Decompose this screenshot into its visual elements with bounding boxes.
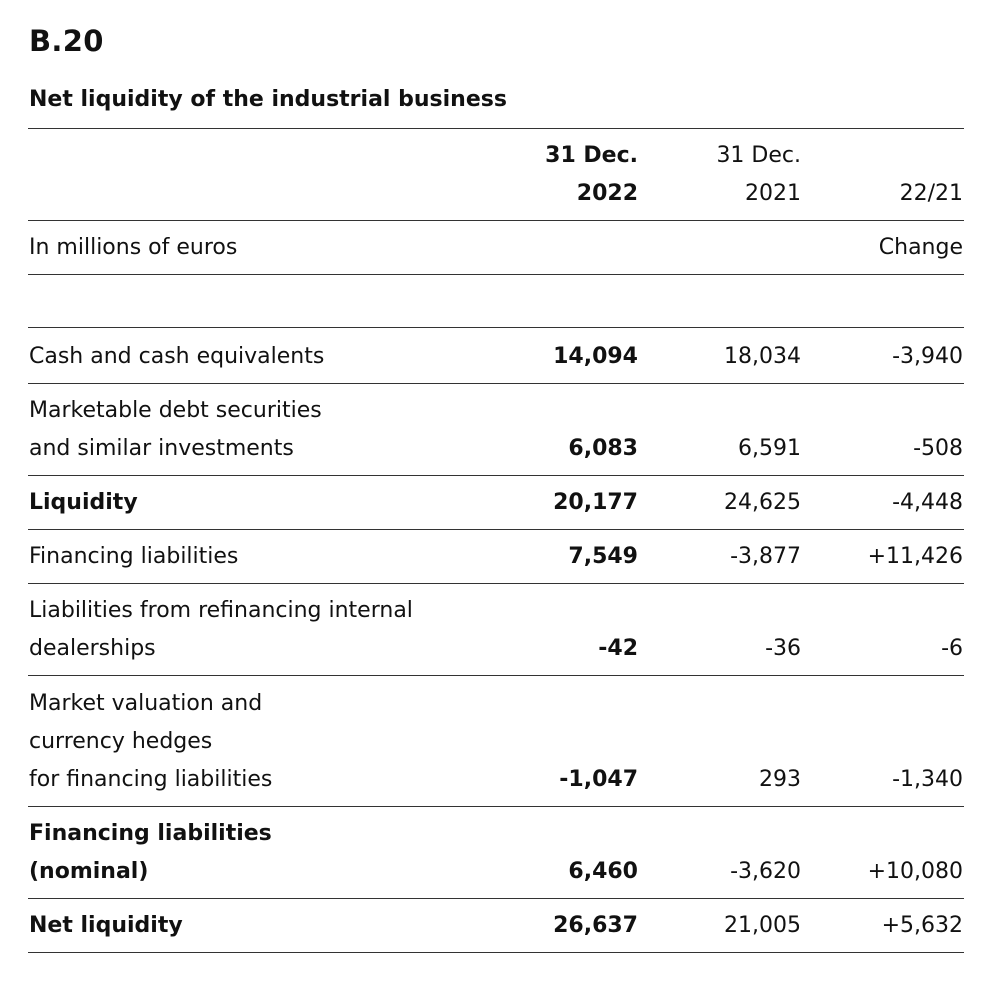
row-label-hedges-line2: currency hedges <box>29 729 213 754</box>
row-cash-2022: 14,094 <box>553 344 638 369</box>
row-hedges-2022: -1,047 <box>559 767 638 792</box>
row-financing-2022: 7,549 <box>568 544 638 569</box>
rule <box>28 327 964 328</box>
row-securities-change: -508 <box>913 436 963 461</box>
table-id: B.20 <box>29 24 104 58</box>
row-cash-2021: 18,034 <box>724 344 801 369</box>
rule <box>28 128 964 129</box>
change-label: Change <box>878 235 963 260</box>
row-liquidity-change: -4,448 <box>892 490 963 515</box>
row-label-securities-line1: Marketable debt securities <box>29 398 322 423</box>
unit-label: In millions of euros <box>29 235 238 260</box>
rule <box>28 675 964 676</box>
row-financing-change: +11,426 <box>867 544 963 569</box>
rule <box>28 274 964 275</box>
row-liquidity-2021: 24,625 <box>724 490 801 515</box>
col-2022-header-line1: 31 Dec. <box>545 143 638 168</box>
row-securities-2022: 6,083 <box>568 436 638 461</box>
rule <box>28 583 964 584</box>
rule <box>28 220 964 221</box>
row-label-cash-line1: Cash and cash equivalents <box>29 344 325 369</box>
col-2021-header-line1: 31 Dec. <box>716 143 801 168</box>
row-label-net-liquidity-line1: Net liquidity <box>29 913 183 938</box>
row-nominal-2022: 6,460 <box>568 859 638 884</box>
row-securities-2021: 6,591 <box>738 436 801 461</box>
row-label-liquidity-line1: Liquidity <box>29 490 138 515</box>
rule <box>28 383 964 384</box>
rule <box>28 898 964 899</box>
row-refinancing-2022: -42 <box>598 636 638 661</box>
row-liquidity-2022: 20,177 <box>553 490 638 515</box>
rule <box>28 952 964 953</box>
rule <box>28 529 964 530</box>
row-refinancing-change: -6 <box>941 636 963 661</box>
row-refinancing-2021: -36 <box>765 636 801 661</box>
row-label-refinancing-line2: dealerships <box>29 636 156 661</box>
row-label-nominal-line1: Financing liabilities <box>29 821 272 846</box>
col-change-header: 22/21 <box>899 181 963 206</box>
col-2022-header-line2: 2022 <box>576 181 638 206</box>
col-2021-header-line2: 2021 <box>745 181 801 206</box>
rule <box>28 806 964 807</box>
row-label-refinancing-line1: Liabilities from refinancing internal <box>29 598 413 623</box>
row-label-hedges-line1: Market valuation and <box>29 691 263 716</box>
rule <box>28 475 964 476</box>
table-title: Net liquidity of the industrial business <box>29 87 507 112</box>
row-label-nominal-line2: (nominal) <box>29 859 149 884</box>
row-nominal-2021: -3,620 <box>730 859 801 884</box>
row-label-financing-line1: Financing liabilities <box>29 544 239 569</box>
row-net-liquidity-change: +5,632 <box>881 913 963 938</box>
row-label-securities-line2: and similar investments <box>29 436 294 461</box>
row-nominal-change: +10,080 <box>867 859 963 884</box>
row-cash-change: -3,940 <box>892 344 963 369</box>
row-hedges-2021: 293 <box>759 767 801 792</box>
row-label-hedges-line3: for financing liabilities <box>29 767 273 792</box>
row-financing-2021: -3,877 <box>730 544 801 569</box>
row-hedges-change: -1,340 <box>892 767 963 792</box>
row-net-liquidity-2022: 26,637 <box>553 913 638 938</box>
row-net-liquidity-2021: 21,005 <box>724 913 801 938</box>
